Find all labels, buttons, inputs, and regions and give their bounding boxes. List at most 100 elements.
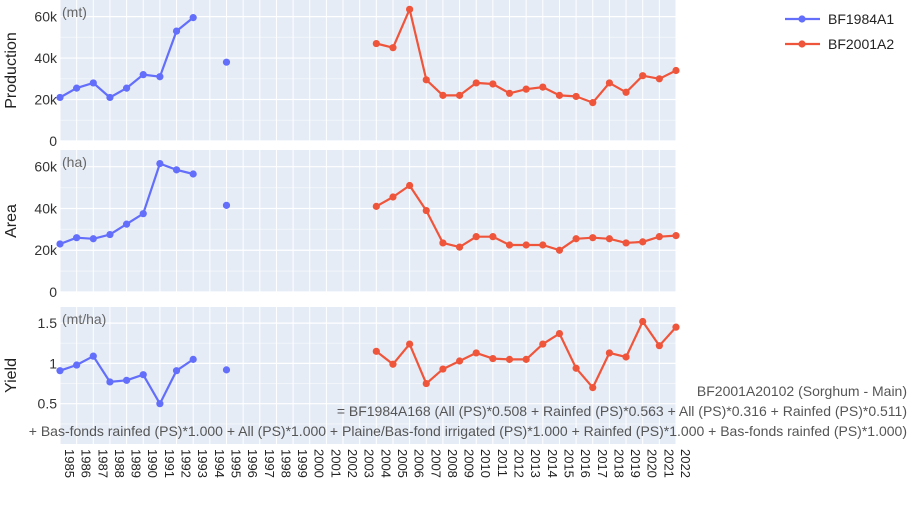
x-tick-label: 2015 — [561, 449, 576, 478]
data-point — [139, 71, 147, 79]
data-point — [522, 85, 530, 93]
y-tick-label: 0 — [49, 133, 57, 149]
legend-swatch-marker — [798, 15, 806, 23]
data-point — [406, 340, 414, 348]
data-point — [189, 14, 197, 22]
data-point — [372, 39, 380, 48]
data-point — [89, 235, 97, 243]
data-point — [422, 76, 430, 84]
data-point — [172, 27, 181, 35]
data-point — [672, 66, 680, 75]
x-tick-label: 2021 — [661, 449, 676, 478]
plot-background — [60, 307, 676, 444]
data-point — [555, 91, 564, 99]
plot-background — [60, 150, 676, 292]
data-point — [572, 235, 580, 243]
legend-label: BF2001A2 — [828, 36, 894, 52]
x-tick-label: 1995 — [228, 449, 243, 478]
unit-label: (mt) — [62, 4, 87, 20]
legend-entry-BF1984A1: BF1984A1 — [785, 11, 894, 27]
data-point — [406, 5, 414, 13]
panel-area: 0 20k 40k 60k (ha) Area — [3, 150, 680, 300]
data-point — [439, 365, 447, 373]
x-tick-label: 2010 — [478, 449, 493, 478]
data-point — [572, 92, 580, 101]
data-point — [672, 323, 680, 331]
data-point — [605, 235, 614, 243]
annotation-line-3: + Bas-fonds rainfed (PS)*1.000 + All (PS… — [29, 423, 907, 439]
data-point — [122, 376, 131, 384]
x-tick-label: 2012 — [512, 449, 527, 478]
x-tick-label: 2009 — [462, 449, 477, 478]
data-point — [222, 366, 231, 374]
data-point — [56, 367, 64, 375]
data-point — [139, 371, 147, 379]
x-tick-label: 2016 — [578, 449, 593, 478]
data-point — [439, 239, 447, 247]
data-point — [589, 99, 597, 107]
data-point — [372, 202, 380, 210]
x-tick-label: 2008 — [445, 449, 460, 478]
y-tick-label: 60k — [34, 159, 58, 175]
data-point — [605, 349, 614, 357]
data-point — [56, 240, 64, 248]
x-tick-label: 1993 — [195, 449, 210, 478]
x-tick-label: 1986 — [79, 449, 94, 478]
x-tick-label: 1985 — [62, 449, 77, 478]
data-point — [472, 233, 480, 241]
series-BF2001A2 — [372, 317, 680, 392]
data-point — [605, 79, 614, 87]
data-point — [106, 93, 114, 102]
data-point — [73, 234, 81, 242]
legend-label: BF1984A1 — [828, 11, 894, 27]
data-point — [106, 230, 114, 239]
formula-annotation: BF2001A20102 (Sorghum - Main) = BF1984A1… — [29, 383, 907, 439]
data-point — [89, 352, 97, 360]
x-tick-label: 1998 — [278, 449, 293, 478]
panel-production: 0 20k 40k 60k (mt) Production — [3, 0, 680, 149]
data-point — [472, 349, 480, 357]
data-point — [589, 383, 597, 392]
data-point — [222, 201, 231, 209]
y-axis-title: Production — [3, 32, 20, 109]
y-tick-label: 40k — [34, 50, 58, 66]
unit-label: (mt/ha) — [62, 311, 106, 327]
y-tick-label: 0 — [49, 284, 57, 300]
data-point — [489, 354, 497, 363]
data-point — [172, 166, 181, 174]
x-tick-label: 2005 — [395, 449, 410, 478]
x-axis: 1985 1986 1987 1988 1989 1990 1991 1992 1993 1994… — [62, 449, 693, 478]
data-point — [622, 353, 630, 361]
data-point — [655, 75, 663, 83]
y-axis-title: Area — [3, 204, 20, 238]
series-BF1984A1 — [56, 159, 231, 248]
legend-entry-BF2001A2: BF2001A2 — [785, 36, 894, 52]
unit-label: (ha) — [62, 154, 87, 170]
data-point — [522, 241, 530, 249]
data-point — [389, 360, 397, 368]
x-tick-label: 1989 — [129, 449, 144, 478]
x-tick-label: 1988 — [112, 449, 127, 478]
series-BF2001A2 — [372, 181, 680, 254]
data-point — [555, 329, 564, 338]
data-point — [472, 79, 480, 87]
x-tick-label: 2001 — [328, 449, 343, 478]
data-point — [589, 234, 597, 242]
data-point — [106, 378, 114, 386]
series-BF1984A1 — [56, 352, 231, 408]
x-tick-label: 2013 — [528, 449, 543, 478]
x-tick-label: 1999 — [295, 449, 310, 478]
data-point — [539, 241, 547, 249]
x-tick-label: 2018 — [611, 449, 626, 478]
y-tick-label: 1.5 — [38, 315, 58, 331]
data-point — [639, 317, 647, 326]
data-point — [505, 355, 514, 363]
data-point — [539, 340, 547, 348]
data-point — [73, 361, 81, 369]
legend: BF1984A1 BF2001A2 — [785, 11, 894, 52]
data-point — [439, 91, 447, 99]
data-point — [156, 159, 164, 168]
y-tick-label: 20k — [34, 92, 58, 108]
